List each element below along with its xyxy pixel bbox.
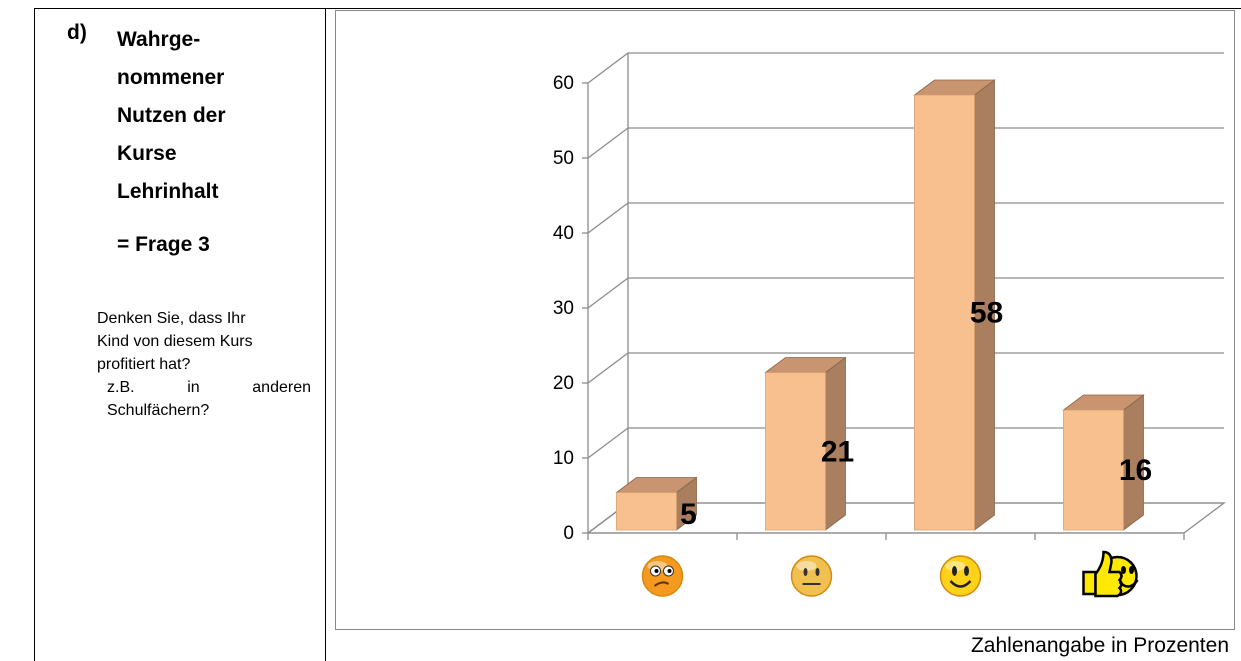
question-line: Kind von diesem Kurs bbox=[97, 333, 253, 350]
footnote: Zahlenangabe in Prozenten bbox=[970, 634, 1229, 657]
gridline bbox=[587, 427, 1224, 459]
y-tick-label: 60 bbox=[553, 73, 574, 94]
data-label: 16 bbox=[1119, 454, 1152, 487]
y-tick-label: 0 bbox=[563, 523, 574, 544]
y-tick-label: 50 bbox=[553, 148, 574, 169]
question-word: anderen bbox=[252, 379, 311, 396]
section-heading: Wahrge- nommener Nutzen der Kurse Lehrin… bbox=[117, 21, 226, 211]
gridline bbox=[587, 277, 1224, 309]
frowning-face-icon bbox=[641, 555, 684, 597]
thumbs-up-face-icon bbox=[1082, 550, 1139, 598]
chart-frame: 0 10 20 30 40 50 60 5 21 58 16 bbox=[335, 10, 1235, 630]
data-label: 21 bbox=[821, 435, 854, 468]
bar-chart: 0 10 20 30 40 50 60 5 21 58 16 bbox=[553, 52, 1226, 598]
question-line: z.B. in anderen bbox=[97, 376, 311, 399]
bar bbox=[914, 94, 975, 531]
y-tick-label: 10 bbox=[553, 448, 574, 469]
gridline bbox=[587, 52, 1224, 84]
bar bbox=[616, 492, 677, 531]
question-line: Schulfächern? bbox=[107, 402, 210, 419]
question-number: = Frage 3 bbox=[117, 233, 210, 256]
heading-line: Nutzen der bbox=[117, 104, 226, 127]
item-label: d) bbox=[67, 21, 87, 44]
question-word: z.B. bbox=[107, 379, 135, 396]
y-tick-label: 40 bbox=[553, 223, 574, 244]
gridline bbox=[587, 202, 1224, 234]
neutral-face-icon bbox=[790, 555, 833, 597]
data-label: 58 bbox=[970, 297, 1003, 330]
left-table-cell: d) Wahrge- nommener Nutzen der Kurse Leh… bbox=[34, 8, 326, 661]
heading-line: Lehrinhalt bbox=[117, 180, 219, 203]
right-table-cell bbox=[326, 8, 1241, 661]
question-word: in bbox=[187, 379, 200, 396]
question-line: Denken Sie, dass Ihr bbox=[97, 310, 246, 327]
data-label: 5 bbox=[680, 498, 697, 531]
question-text: Denken Sie, dass Ihr Kind von diesem Kur… bbox=[97, 307, 311, 422]
bar bbox=[1063, 409, 1124, 531]
heading-line: Wahrge- bbox=[117, 28, 201, 51]
y-tick-label: 20 bbox=[553, 373, 574, 394]
heading-line: Kurse bbox=[117, 142, 177, 165]
heading-line: nommener bbox=[117, 66, 225, 89]
gridline bbox=[587, 127, 1224, 159]
bar bbox=[765, 372, 826, 531]
smiling-face-icon bbox=[939, 555, 982, 597]
gridline bbox=[587, 352, 1224, 384]
question-line: profitiert hat? bbox=[97, 356, 191, 373]
y-tick-label: 30 bbox=[553, 298, 574, 319]
